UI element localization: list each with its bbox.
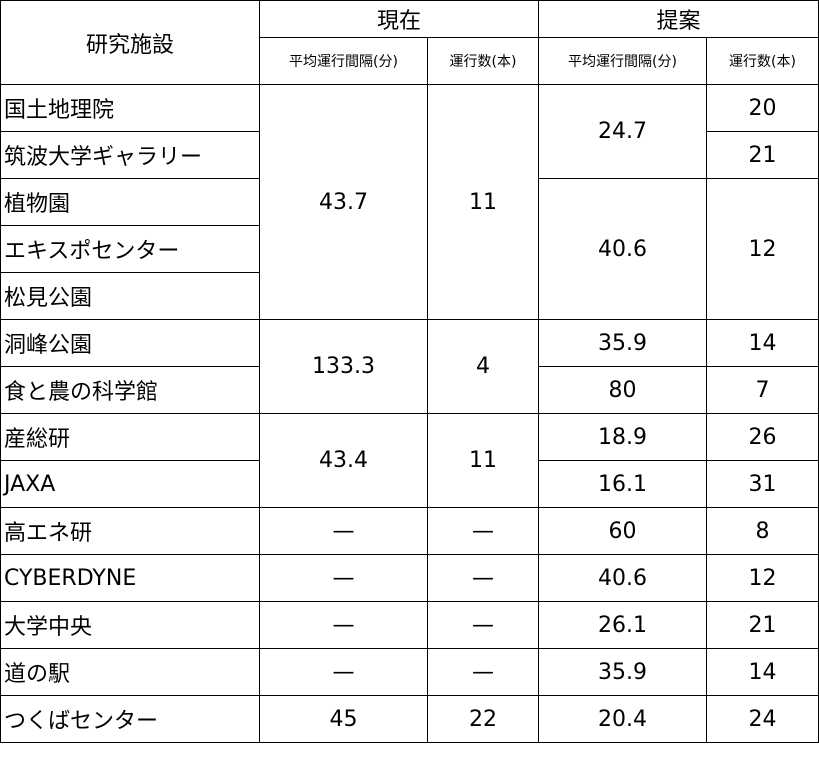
current-count: 11	[426, 84, 540, 320]
proposal-interval: 24.7	[538, 84, 708, 179]
table-row: 産総研 43.4 11 18.9 26	[0, 413, 819, 508]
proposal-interval-header: 平均運行間隔(分)	[538, 37, 708, 85]
proposal-count: 12	[706, 178, 819, 320]
current-count: 4	[426, 319, 540, 414]
current-interval: 43.4	[259, 413, 428, 508]
facility-name: 道の駅	[0, 648, 260, 696]
facility-name: 食と農の科学館	[0, 366, 260, 414]
facility-name: JAXA	[0, 460, 260, 508]
current-count: 11	[426, 413, 540, 508]
current-interval: —	[259, 507, 428, 555]
current-interval: —	[259, 648, 428, 696]
table-row: JAXA 16.1 31	[0, 460, 819, 508]
current-interval: —	[259, 601, 428, 649]
proposal-count: 26	[706, 413, 819, 461]
facility-name: 高エネ研	[0, 507, 260, 555]
proposal-count-header: 運行数(本)	[706, 37, 819, 85]
facility-header: 研究施設	[0, 0, 260, 85]
proposal-interval: 80	[538, 366, 708, 414]
table-row: 道の駅 — — 35.9 14	[0, 648, 819, 696]
proposal-interval: 40.6	[538, 178, 708, 320]
table-row: CYBERDYNE — — 40.6 12	[0, 554, 819, 602]
current-count: —	[426, 648, 540, 696]
proposal-count: 21	[706, 131, 819, 179]
proposal-count: 8	[706, 507, 819, 555]
facility-name: 洞峰公園	[0, 319, 260, 367]
current-count: —	[426, 601, 540, 649]
table-row: 大学中央 — — 26.1 21	[0, 601, 819, 649]
proposal-interval: 16.1	[538, 460, 708, 508]
facility-name: 国土地理院	[0, 84, 260, 132]
table-row: 洞峰公園 133.3 4 35.9 14	[0, 319, 819, 414]
proposal-interval: 20.4	[538, 695, 708, 743]
facility-name: 産総研	[0, 413, 260, 461]
current-interval: 43.7	[259, 84, 428, 320]
current-count: —	[426, 507, 540, 555]
proposal-count: 14	[706, 648, 819, 696]
facility-name: つくばセンター	[0, 695, 260, 743]
facility-name: CYBERDYNE	[0, 554, 260, 602]
header-row-sub: 平均運行間隔(分) 運行数(本) 平均運行間隔(分) 運行数(本)	[1, 37, 819, 85]
table-row: 国土地理院 43.7 11 24.7 20	[0, 84, 819, 320]
current-interval: —	[259, 554, 428, 602]
header-row-main: 研究施設 現在 提案	[0, 0, 819, 85]
facility-name: エキスポセンター	[0, 225, 260, 273]
current-interval-header: 平均運行間隔(分)	[259, 37, 428, 85]
proposal-interval: 35.9	[538, 319, 708, 367]
table-row: 筑波大学ギャラリー 21	[0, 131, 819, 179]
current-header: 現在	[258, 0, 540, 38]
table-row: 松見公園	[0, 272, 819, 320]
facility-name: 植物園	[0, 178, 260, 226]
proposal-count: 20	[706, 84, 819, 132]
proposal-interval: 26.1	[538, 601, 708, 649]
table-row: つくばセンター 45 22 20.4 24	[0, 695, 819, 743]
table-row: 高エネ研 — — 60 8	[0, 507, 819, 555]
current-count-header: 運行数(本)	[426, 37, 540, 85]
facility-name: 筑波大学ギャラリー	[0, 131, 260, 179]
current-interval: 133.3	[259, 319, 428, 414]
facility-name: 大学中央	[0, 601, 260, 649]
table-row: エキスポセンター	[0, 225, 819, 273]
proposal-interval: 40.6	[538, 554, 708, 602]
table-row: 植物園 40.6 12	[0, 178, 819, 320]
proposal-count: 21	[706, 601, 819, 649]
proposal-count: 14	[706, 319, 819, 367]
current-count: 22	[426, 695, 540, 743]
facility-name: 松見公園	[0, 272, 260, 320]
proposal-count: 24	[706, 695, 819, 743]
proposal-interval: 35.9	[538, 648, 708, 696]
proposal-interval: 60	[538, 507, 708, 555]
current-count: —	[426, 554, 540, 602]
proposal-header: 提案	[538, 0, 819, 38]
proposal-count: 31	[706, 460, 819, 508]
proposal-count: 7	[706, 366, 819, 414]
proposal-interval: 18.9	[538, 413, 708, 461]
current-interval: 45	[259, 695, 428, 743]
proposal-count: 12	[706, 554, 819, 602]
